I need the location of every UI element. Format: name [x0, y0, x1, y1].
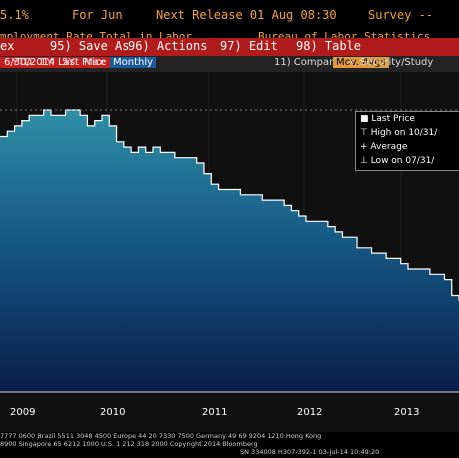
compare-button[interactable]: 11) Compare [274, 57, 340, 68]
survey: Survey -- [368, 8, 434, 22]
footer: 7777 0600 Brazil 5511 3048 4500 Europe 4… [0, 432, 459, 458]
series-title: mployment Rate Total in Labor... [0, 32, 212, 43]
legend-average: + Average [360, 142, 408, 152]
period-max[interactable]: Max [84, 57, 105, 68]
header-period: For Jun [72, 8, 123, 22]
chart-legend[interactable]: ■ Last Price ⊤ High on 10/31/ + Average … [355, 111, 459, 171]
security-study-button[interactable]: Security/Study [360, 57, 434, 68]
x-axis-labels: 2009 2010 2011 2012 2013 [10, 407, 419, 418]
high-marker-icon: ⊤ [360, 128, 371, 138]
average-marker-icon: + [360, 142, 371, 152]
actions-button[interactable]: 96) Actions [128, 39, 208, 53]
subheader-bar: mployment Rate Total in Labor... Bureau … [0, 32, 459, 44]
date-range-field[interactable]: 6/30/2014 [0, 57, 60, 68]
edit-button[interactable]: 97) Edit [220, 39, 278, 53]
header-bar: 5.1% For Jun Next Release 01 Aug 08:30 S… [0, 0, 459, 32]
next-release: Next Release 01 Aug 08:30 [156, 8, 337, 22]
series-source: Bureau of Labor Statistics [258, 32, 430, 43]
period-1y[interactable]: 1Y [40, 57, 53, 68]
last-price-selector[interactable]: Last Price [54, 57, 111, 68]
x-tick-label: 2011 [202, 407, 227, 418]
x-tick-label: 2012 [297, 407, 322, 418]
table-button[interactable]: 98) Table [296, 39, 362, 53]
nav-left-icon[interactable]: « [348, 57, 355, 68]
frequency-dropdown[interactable]: Monthly [110, 57, 157, 68]
header-value: 5.1% [0, 8, 29, 22]
x-tick-label: 2013 [394, 407, 419, 418]
footer-line-2: 8900 Singapore 65 6212 1000 U.S. 1 212 3… [0, 440, 258, 448]
mov-avgs-button[interactable]: Mov. Avgs [333, 57, 389, 68]
x-tick-label: 2010 [100, 407, 125, 418]
legend-high: ⊤ High on 10/31/ [360, 128, 438, 138]
low-marker-icon: ⊥ [360, 156, 371, 166]
ex-button[interactable]: ex [0, 39, 15, 53]
legend-swatch-icon: ■ [360, 114, 372, 124]
save-as-button[interactable]: 95) Save As [50, 39, 130, 53]
legend-last-price: ■ Last Price [360, 114, 415, 124]
toolbar: ex 95) Save As 96) Actions 97) Edit 98) … [0, 38, 459, 56]
footer-line-1: 7777 0600 Brazil 5511 3048 4500 Europe 4… [0, 432, 322, 440]
unemployment-area-chart: 2009 2010 2011 2012 2013 [0, 72, 459, 432]
period-5y[interactable]: 5Y [62, 57, 75, 68]
data-area [0, 110, 459, 392]
range-bar: 6/30/2014 Last Price YTD 1Y 5Y Max Month… [0, 56, 459, 72]
footer-line-3: SN 334008 H307-392-1 03-Jul-14 10:49:20 [240, 448, 380, 456]
legend-low: ⊥ Low on 07/31/ [360, 156, 435, 166]
x-tick-label: 2009 [10, 407, 35, 418]
period-ytd[interactable]: YTD [12, 57, 32, 68]
